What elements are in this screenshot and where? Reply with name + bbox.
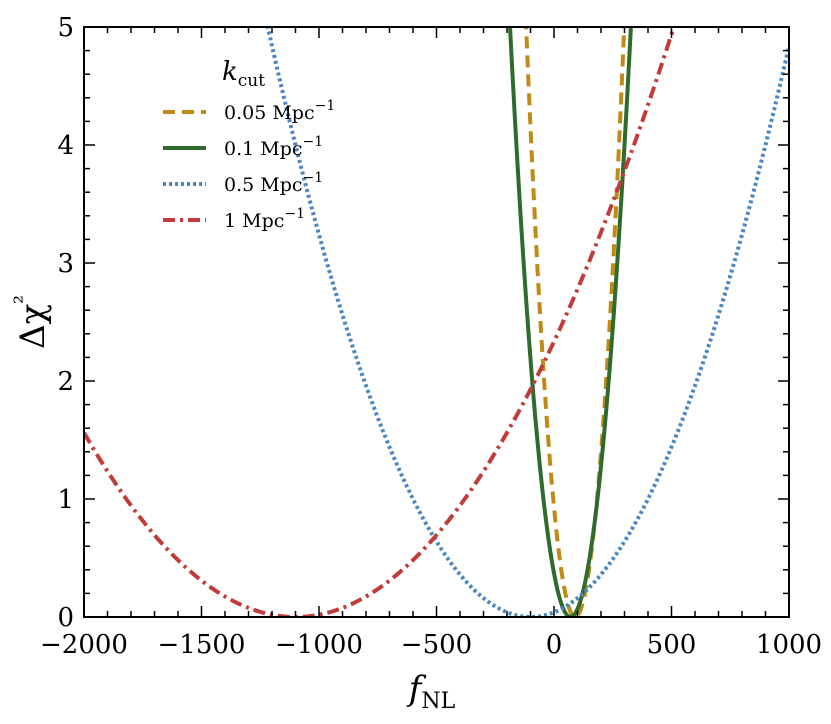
y-tick-labels: 0 1 2 3 4 5 — [57, 13, 74, 633]
y-tick-label: 5 — [57, 13, 74, 43]
ticks-layer — [83, 26, 790, 618]
series-line-1 — [524, 27, 627, 617]
x-tick-label: −1500 — [158, 630, 246, 660]
legend: kcut 0.05 Mpc−1 0.1 Mpc−1 0.5 Mpc−1 1 Mpc−1 — [163, 57, 335, 232]
y-tick-label: 4 — [57, 131, 74, 161]
x-tick-label: 500 — [647, 630, 697, 660]
series-layer — [84, 27, 789, 617]
x-tick-label: −500 — [401, 630, 472, 660]
x-tick-label: 0 — [546, 630, 563, 660]
legend-label-4: 1 Mpc−1 — [224, 206, 305, 232]
x-tick-labels: −2000 −1500 −1000 −500 0 500 1000 — [40, 630, 822, 660]
x-tick-label: −2000 — [40, 630, 128, 660]
x-tick-label: −1000 — [275, 630, 363, 660]
legend-label-1: 0.05 Mpc−1 — [224, 98, 335, 124]
series-line-3 — [265, 27, 789, 617]
x-tick-label: 1000 — [756, 630, 822, 660]
y-tick-label: 0 — [57, 603, 74, 633]
y-tick-label: 3 — [57, 249, 74, 279]
x-axis-title: fNL — [406, 669, 456, 714]
plot-frame — [83, 26, 790, 618]
legend-entries: 0.05 Mpc−1 0.1 Mpc−1 0.5 Mpc−1 1 Mpc−1 — [163, 98, 335, 232]
y-axis-title: Δχ² — [11, 295, 53, 349]
legend-title: kcut — [222, 57, 265, 91]
y-tick-label: 2 — [57, 367, 74, 397]
legend-label-3: 0.5 Mpc−1 — [224, 170, 323, 196]
y-tick-label: 1 — [57, 485, 74, 515]
legend-label-2: 0.1 Mpc−1 — [224, 134, 323, 160]
series-line-4 — [84, 27, 676, 617]
series-line-2 — [508, 27, 633, 617]
